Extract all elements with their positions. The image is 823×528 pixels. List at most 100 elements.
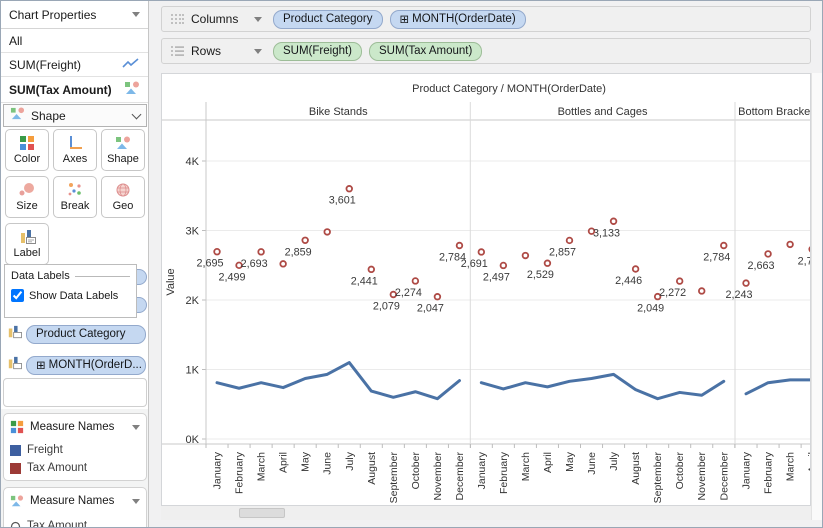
- month-axis-label: June: [322, 452, 334, 475]
- expand-icon[interactable]: ⊞: [36, 360, 46, 372]
- legend-item-tax-amount-shape[interactable]: Tax Amount: [10, 518, 140, 527]
- sidebar-item-sum-tax-amount[interactable]: SUM(Tax Amount): [1, 77, 148, 103]
- tax-amount-point[interactable]: [477, 248, 486, 256]
- data-label: 2,441: [351, 275, 378, 287]
- pill-sum-tax-amount[interactable]: SUM(Tax Amount): [369, 41, 483, 61]
- tax-amount-point[interactable]: [653, 292, 662, 301]
- month-axis-label: January: [212, 451, 224, 489]
- tax-amount-point[interactable]: [764, 250, 772, 258]
- horizontal-scrollbar[interactable]: [161, 506, 811, 520]
- pill-product-category[interactable]: Product Category: [273, 9, 383, 29]
- tax-amount-point[interactable]: [213, 247, 221, 256]
- shape-chart-icon: [124, 81, 140, 99]
- horizontal-scrollbar-thumb[interactable]: [239, 508, 285, 518]
- data-labels-panel: Data Labels Show Data Labels: [4, 264, 137, 318]
- tax-amount-point[interactable]: [323, 228, 331, 236]
- data-label: 3,601: [329, 195, 356, 207]
- month-axis-label: January: [476, 451, 488, 489]
- tax-amount-point[interactable]: [257, 248, 265, 256]
- tax-amount-point[interactable]: [301, 236, 309, 244]
- month-axis-label: December: [718, 451, 730, 500]
- rows-shelf[interactable]: Rows SUM(Freight) SUM(Tax Amount): [161, 38, 811, 64]
- color-legend-header[interactable]: Measure Names: [10, 418, 140, 436]
- tax-amount-point[interactable]: [720, 241, 728, 250]
- size-button[interactable]: Size: [5, 176, 49, 218]
- axes-button[interactable]: Axes: [53, 129, 97, 171]
- chevron-down-icon[interactable]: [132, 498, 140, 504]
- chevron-down-icon[interactable]: [132, 424, 140, 430]
- label-icon: [7, 325, 22, 344]
- freight-line[interactable]: [744, 378, 811, 396]
- data-label: 2,499: [219, 271, 246, 283]
- panel-header[interactable]: Bike Stands: [309, 106, 368, 118]
- tax-amount-point[interactable]: [499, 261, 508, 270]
- tax-amount-point[interactable]: [235, 261, 243, 270]
- month-axis-label: March: [256, 452, 268, 481]
- pill-sum-freight[interactable]: SUM(Freight): [273, 41, 363, 61]
- sidebar-item-sum-freight[interactable]: SUM(Freight): [1, 53, 148, 77]
- sidebar-item-all[interactable]: All: [1, 29, 148, 53]
- tax-amount-point[interactable]: [587, 227, 596, 235]
- tax-amount-point[interactable]: [521, 251, 530, 260]
- sidebar-title: Chart Properties: [9, 7, 97, 22]
- tax-amount-point[interactable]: [808, 246, 811, 253]
- data-label: 2,497: [483, 271, 510, 283]
- tax-amount-point[interactable]: [411, 277, 420, 285]
- size-icon: [19, 183, 34, 196]
- month-axis-label: January: [741, 451, 753, 489]
- show-data-labels-checkbox[interactable]: [11, 289, 24, 302]
- month-axis-label: September: [652, 452, 664, 504]
- data-label: 2,693: [241, 258, 268, 270]
- freight-line[interactable]: [215, 361, 461, 401]
- panel-header[interactable]: Bottom Brackets: [738, 106, 811, 118]
- chevron-down-icon[interactable]: [254, 48, 262, 54]
- shape-dropdown-label: Shape: [31, 108, 66, 123]
- shape-button[interactable]: Shape: [101, 129, 145, 171]
- geo-button[interactable]: Geo: [101, 176, 145, 218]
- expand-icon[interactable]: ⊞: [399, 14, 410, 26]
- shape-type-dropdown[interactable]: Shape: [3, 104, 147, 127]
- tax-amount-point[interactable]: [631, 265, 640, 273]
- chart-canvas: Product Category / MONTH(OrderDate) 0K 1K 2…: [161, 73, 811, 506]
- chevron-down-icon[interactable]: [254, 16, 262, 22]
- freight-line[interactable]: [479, 372, 726, 401]
- tax-amount-point[interactable]: [543, 259, 552, 267]
- color-button[interactable]: Color: [5, 129, 49, 171]
- label-button[interactable]: Label: [5, 223, 49, 265]
- break-button[interactable]: Break: [53, 176, 97, 218]
- legend-item-freight[interactable]: Freight: [10, 442, 140, 458]
- panel-header[interactable]: Bottles and Cages: [558, 106, 648, 118]
- break-icon: [68, 183, 81, 196]
- sidebar-item-label: SUM(Freight): [9, 57, 82, 72]
- legend-item-tax-amount[interactable]: Tax Amount: [10, 460, 140, 476]
- month-axis-label: July: [344, 451, 356, 470]
- tax-amount-point[interactable]: [565, 236, 574, 245]
- columns-shelf[interactable]: Columns Product Category ⊞ MONTH(OrderDa…: [161, 6, 811, 32]
- tax-amount-point[interactable]: [698, 287, 706, 295]
- tax-amount-point[interactable]: [609, 217, 618, 225]
- tax-amount-point[interactable]: [742, 279, 750, 287]
- shape-legend-header[interactable]: Measure Names: [10, 492, 140, 510]
- tax-amount-point[interactable]: [279, 260, 287, 268]
- y-tick-label: 3K: [186, 226, 200, 238]
- month-axis-label: February: [234, 451, 246, 494]
- tax-amount-point[interactable]: [455, 241, 464, 250]
- month-axis-label: October: [674, 452, 686, 490]
- tax-amount-point[interactable]: [433, 293, 442, 301]
- tax-amount-point[interactable]: [786, 240, 794, 249]
- sidebar-header[interactable]: Chart Properties: [1, 1, 148, 29]
- field-pill-month-orderdate[interactable]: ⊞ MONTH(OrderD...: [26, 355, 146, 375]
- tax-amount-point[interactable]: [389, 290, 398, 299]
- month-axis-label: November: [696, 451, 708, 500]
- tax-amount-point[interactable]: [675, 277, 684, 285]
- tax-amount-point[interactable]: [367, 265, 375, 274]
- freight-swatch: [10, 444, 21, 456]
- vertical-scrollbar[interactable]: [811, 73, 822, 520]
- field-pill-product-category[interactable]: Product Category: [26, 324, 146, 344]
- data-label: 2,446: [615, 275, 642, 287]
- pill-month-orderdate[interactable]: ⊞ MONTH(OrderDate): [389, 9, 526, 29]
- chevron-down-icon[interactable]: [132, 12, 140, 17]
- tax-amount-point[interactable]: [345, 185, 353, 193]
- data-label: 2,784: [439, 252, 466, 264]
